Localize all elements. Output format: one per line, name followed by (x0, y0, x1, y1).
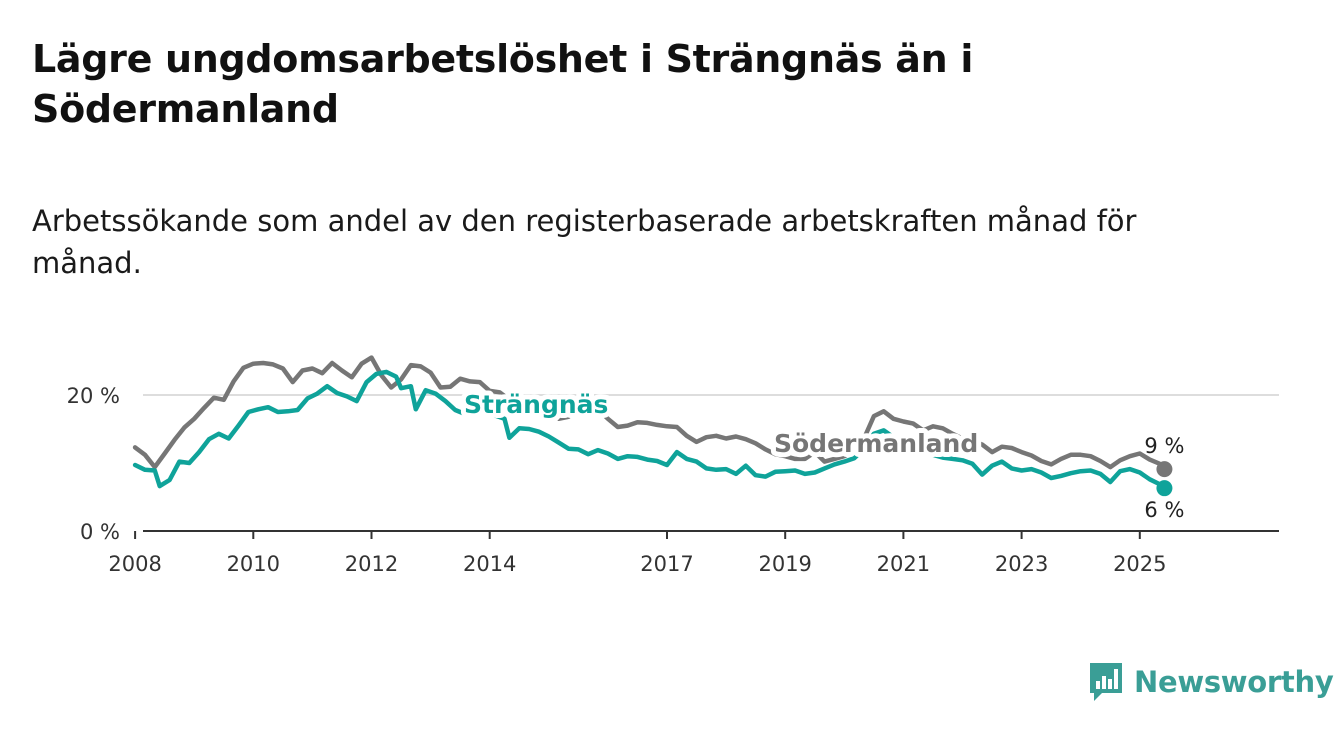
series-line-sodermanland (132, 355, 1167, 472)
end-point-sodermanland (1156, 461, 1173, 478)
chart-title: Lägre ungdomsarbetslöshet i Strängnäs än… (32, 37, 974, 131)
end-label-strangnas: 6 % (1144, 498, 1184, 522)
chart-subtitle: Arbetssökande som andel av den registerb… (32, 204, 1137, 280)
label-layer: Strängnäs Södermanland 9 % 6 % (459, 385, 1184, 522)
series-line-strangnas (132, 369, 1167, 491)
series-label-sodermanland: Södermanland (774, 429, 978, 458)
y-tick-label: 20 % (67, 384, 120, 408)
series-layer (132, 355, 1173, 497)
x-tick-label: 2014 (463, 552, 516, 576)
x-tick-label: 2025 (1113, 552, 1166, 576)
x-tick-label: 2019 (758, 552, 811, 576)
bar-chart-logo-icon (1090, 663, 1122, 701)
end-label-sodermanland: 9 % (1144, 434, 1184, 458)
x-tick-label: 2012 (345, 552, 398, 576)
x-tick-label: 2010 (227, 552, 280, 576)
brand-name: Newsworthy (1134, 665, 1334, 699)
series-label-strangnas: Strängnäs (464, 390, 608, 419)
end-point-strangnas (1156, 480, 1173, 497)
newsworthy-logo: Newsworthy (1088, 660, 1334, 704)
x-tick-label: 2017 (640, 552, 693, 576)
x-tick-label: 2021 (877, 552, 930, 576)
y-tick-label: 0 % (80, 520, 120, 544)
x-tick-label: 2023 (995, 552, 1048, 576)
x-tick-label: 2008 (108, 552, 161, 576)
grid-layer: 0 % 20 % 2008 2010 2012 2014 2017 2019 2021 2023 2… (67, 384, 1279, 576)
